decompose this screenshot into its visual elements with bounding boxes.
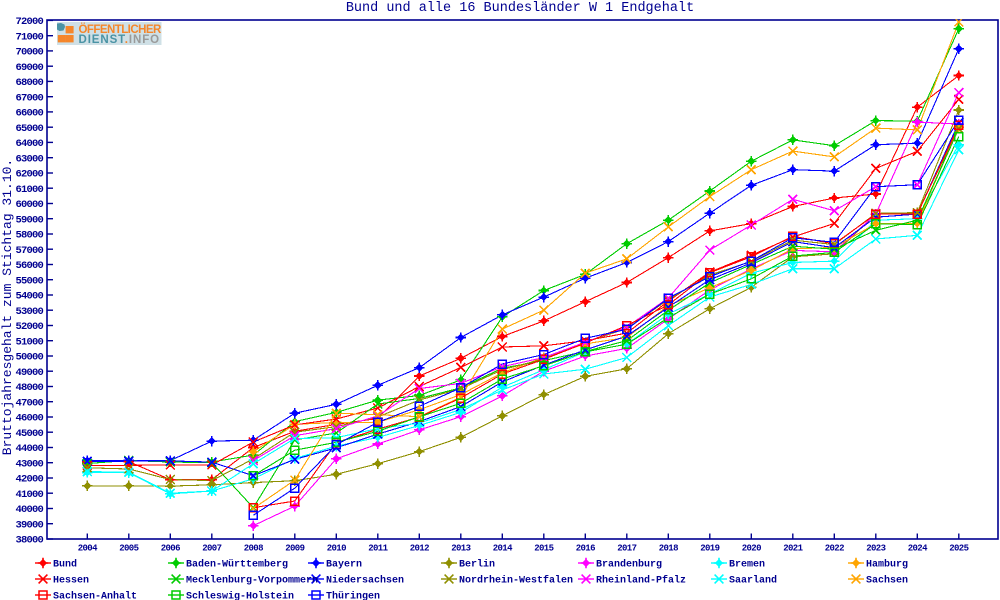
svg-text:62000: 62000 xyxy=(15,169,43,181)
svg-text:53000: 53000 xyxy=(15,306,43,318)
svg-text:54000: 54000 xyxy=(15,291,43,303)
svg-text:2014: 2014 xyxy=(493,544,513,554)
svg-text:65000: 65000 xyxy=(15,123,43,135)
svg-text:50000: 50000 xyxy=(15,352,43,364)
svg-text:2008: 2008 xyxy=(244,544,263,554)
svg-text:70000: 70000 xyxy=(15,47,43,59)
svg-text:Thüringen: Thüringen xyxy=(326,591,380,600)
svg-text:41000: 41000 xyxy=(15,489,43,501)
svg-text:57000: 57000 xyxy=(15,245,43,257)
svg-text:Hamburg: Hamburg xyxy=(866,559,908,571)
svg-text:Sachsen: Sachsen xyxy=(866,575,908,587)
svg-text:Saarland: Saarland xyxy=(729,575,777,587)
svg-text:48000: 48000 xyxy=(15,382,43,394)
svg-text:45000: 45000 xyxy=(15,428,43,440)
svg-text:52000: 52000 xyxy=(15,321,43,333)
svg-text:60000: 60000 xyxy=(15,199,43,211)
svg-text:Sachsen-Anhalt: Sachsen-Anhalt xyxy=(53,591,137,600)
svg-text:63000: 63000 xyxy=(15,153,43,165)
svg-text:2015: 2015 xyxy=(534,544,553,554)
svg-text:Rheinland-Pfalz: Rheinland-Pfalz xyxy=(596,575,686,587)
svg-text:2024: 2024 xyxy=(908,544,928,554)
svg-text:67000: 67000 xyxy=(15,92,43,104)
svg-text:42000: 42000 xyxy=(15,474,43,486)
svg-text:2005: 2005 xyxy=(119,544,138,554)
svg-text:64000: 64000 xyxy=(15,138,43,150)
svg-text:Baden-Württemberg: Baden-Württemberg xyxy=(186,559,288,571)
svg-text:72000: 72000 xyxy=(15,16,43,28)
svg-text:Nordrhein-Westfalen: Nordrhein-Westfalen xyxy=(459,575,573,587)
svg-text:49000: 49000 xyxy=(15,367,43,379)
svg-text:Bruttojahresgehalt zum Stichta: Bruttojahresgehalt zum Stichtag 31.10. xyxy=(0,159,15,455)
svg-text:44000: 44000 xyxy=(15,443,43,455)
svg-text:2013: 2013 xyxy=(451,544,470,554)
svg-text:Hessen: Hessen xyxy=(53,576,89,587)
svg-text:51000: 51000 xyxy=(15,336,43,348)
svg-text:2019: 2019 xyxy=(700,544,719,554)
svg-text:69000: 69000 xyxy=(15,62,43,74)
svg-text:Niedersachsen: Niedersachsen xyxy=(326,575,404,587)
svg-text:56000: 56000 xyxy=(15,260,43,272)
svg-text:2023: 2023 xyxy=(866,544,885,554)
svg-text:Bund und alle 16 Bundesländer: Bund und alle 16 Bundesländer W 1 Endgeh… xyxy=(346,1,694,16)
svg-text:Bayern: Bayern xyxy=(326,560,362,571)
svg-text:43000: 43000 xyxy=(15,458,43,470)
svg-text:2004: 2004 xyxy=(78,544,98,554)
svg-text:2009: 2009 xyxy=(285,544,304,554)
svg-text:2011: 2011 xyxy=(368,544,388,554)
svg-text:47000: 47000 xyxy=(15,397,43,409)
svg-text:2007: 2007 xyxy=(202,544,221,554)
svg-text:2025: 2025 xyxy=(949,544,968,554)
svg-text:68000: 68000 xyxy=(15,77,43,89)
svg-text:2017: 2017 xyxy=(617,544,636,554)
svg-text:2012: 2012 xyxy=(410,544,429,554)
svg-text:71000: 71000 xyxy=(15,31,43,43)
svg-text:Mecklenburg-Vorpommern: Mecklenburg-Vorpommern xyxy=(186,575,318,587)
svg-text:2022: 2022 xyxy=(825,544,844,554)
svg-text:46000: 46000 xyxy=(15,413,43,425)
svg-text:58000: 58000 xyxy=(15,230,43,242)
svg-text:61000: 61000 xyxy=(15,184,43,196)
svg-text:DIENST.INFO: DIENST.INFO xyxy=(79,34,160,46)
svg-text:Brandenburg: Brandenburg xyxy=(596,559,662,571)
svg-text:2021: 2021 xyxy=(783,544,803,554)
svg-text:Berlin: Berlin xyxy=(459,559,495,571)
svg-text:38000: 38000 xyxy=(15,535,43,547)
svg-text:66000: 66000 xyxy=(15,108,43,120)
svg-text:59000: 59000 xyxy=(15,214,43,226)
svg-text:2016: 2016 xyxy=(576,544,595,554)
svg-text:2020: 2020 xyxy=(742,544,761,554)
svg-text:40000: 40000 xyxy=(15,504,43,516)
svg-text:ÖFFENTLICHER: ÖFFENTLICHER xyxy=(79,23,162,36)
svg-text:Schleswig-Holstein: Schleswig-Holstein xyxy=(186,591,294,600)
svg-text:Bund: Bund xyxy=(53,559,77,571)
svg-text:39000: 39000 xyxy=(15,519,43,531)
svg-text:55000: 55000 xyxy=(15,275,43,287)
svg-text:2006: 2006 xyxy=(161,544,180,554)
svg-text:2018: 2018 xyxy=(659,544,678,554)
svg-text:Bremen: Bremen xyxy=(729,560,765,571)
svg-text:2010: 2010 xyxy=(327,544,346,554)
